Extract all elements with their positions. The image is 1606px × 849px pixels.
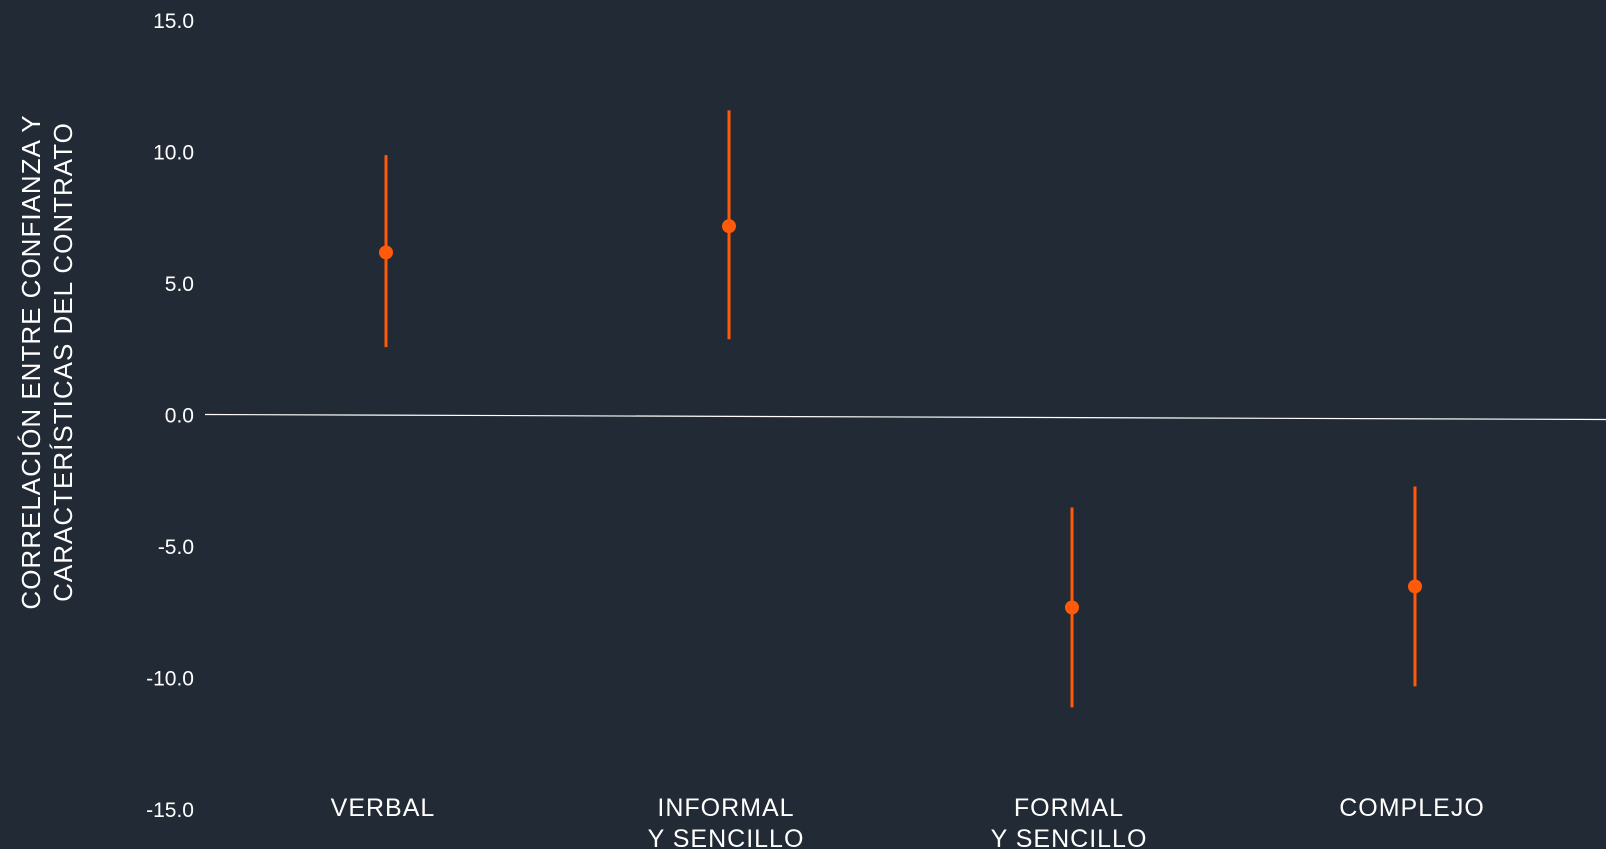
y-axis-title: CORRELACIÓN ENTRE CONFIANZA Y CARACTERÍST… xyxy=(16,114,78,609)
y-axis-ticks: 15.0 10.0 5.0 0.0 -5.0 -10.0 -15.0 xyxy=(146,10,194,822)
y-tick-label: -5.0 xyxy=(158,536,194,559)
x-category-label: Y SENCILLO xyxy=(991,825,1148,849)
estimate-point xyxy=(722,219,736,234)
y-tick-label: 0.0 xyxy=(165,405,194,428)
estimate-point xyxy=(1065,600,1079,615)
estimate-point xyxy=(379,245,393,260)
x-axis-categories: VERBAL INFORMAL Y SENCILLO FORMAL Y SENCILLO… xyxy=(331,794,1485,849)
x-category-label: VERBAL xyxy=(331,794,436,822)
estimate-point xyxy=(1408,579,1422,594)
y-axis-title-line: CORRELACIÓN ENTRE CONFIANZA Y xyxy=(16,114,46,609)
x-category-label: COMPLEJO xyxy=(1339,794,1485,822)
x-category-label: Y SENCILLO xyxy=(648,825,805,849)
estimate-marks xyxy=(379,110,1422,708)
zero-line xyxy=(204,413,1606,421)
y-tick-label: -15.0 xyxy=(146,799,194,822)
y-tick-label: 10.0 xyxy=(153,142,194,165)
y-axis-title-line: CARACTERÍSTICAS DEL CONTRATO xyxy=(48,122,78,602)
y-tick-label: -10.0 xyxy=(146,668,194,691)
y-tick-label: 15.0 xyxy=(153,10,194,33)
x-category-label: INFORMAL xyxy=(657,794,794,822)
y-tick-label: 5.0 xyxy=(165,273,194,296)
x-category-label: FORMAL xyxy=(1014,794,1124,822)
